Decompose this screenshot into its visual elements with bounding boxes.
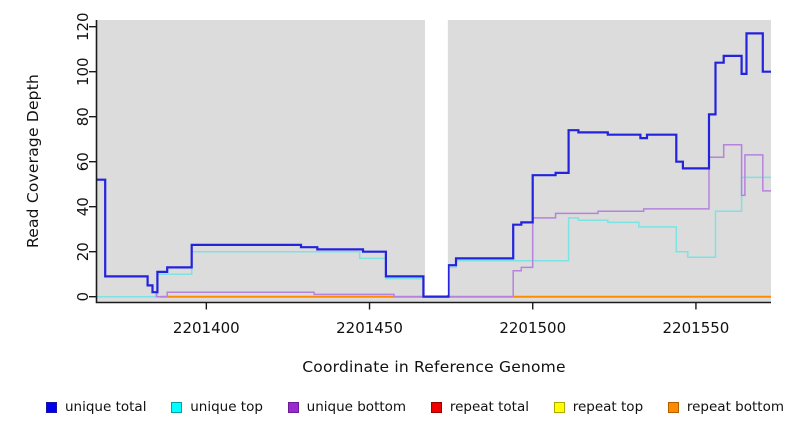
- legend-swatch-unique-bottom: [287, 401, 299, 413]
- legend-swatch-unique-total: [46, 401, 57, 413]
- x-tick-label: 2201550: [663, 319, 730, 337]
- legend-label: unique total: [65, 399, 147, 415]
- legend-swatch-repeat-top: [553, 401, 565, 413]
- legend-label: repeat total: [449, 399, 529, 415]
- y-axis-title: Read Coverage Depth: [24, 73, 42, 249]
- legend-item-repeat-top: repeat top: [553, 399, 644, 415]
- y-tick-label: 40: [74, 197, 92, 216]
- y-tick-label: 80: [74, 107, 92, 126]
- legend: unique total unique top unique bottom repea…: [46, 399, 784, 415]
- line-unique-total: [97, 32, 771, 298]
- y-tick-label: 100: [74, 57, 92, 86]
- y-tick-label: 0: [74, 292, 92, 302]
- legend-item-repeat-bottom: repeat bottom: [667, 399, 784, 415]
- legend-swatch-repeat-bottom: [667, 401, 679, 413]
- line-unique-top: [97, 176, 771, 298]
- legend-item-repeat-total: repeat total: [430, 399, 529, 415]
- x-tick-label: 2201500: [499, 319, 566, 337]
- x-tick-label: 2201450: [336, 319, 403, 337]
- x-axis-title: Coordinate in Reference Genome: [302, 358, 566, 376]
- axis-lines: [95, 20, 771, 304]
- legend-label: repeat top: [572, 399, 644, 415]
- legend-item-unique-top: unique top: [171, 399, 263, 415]
- missing-data-band: [425, 16, 448, 295]
- y-tick-label: 120: [74, 12, 92, 41]
- legend-item-unique-total: unique total: [46, 399, 146, 415]
- legend-swatch-unique-top: [171, 401, 183, 413]
- y-tick-label: 20: [74, 242, 92, 261]
- legend-label: unique bottom: [306, 399, 407, 415]
- y-tick-label: 60: [74, 152, 92, 171]
- legend-label: repeat bottom: [686, 399, 784, 415]
- legend-label: unique top: [190, 399, 263, 415]
- legend-item-unique-bottom: unique bottom: [287, 399, 407, 415]
- legend-swatch-repeat-total: [430, 401, 442, 413]
- x-tick-label: 2201400: [173, 319, 240, 337]
